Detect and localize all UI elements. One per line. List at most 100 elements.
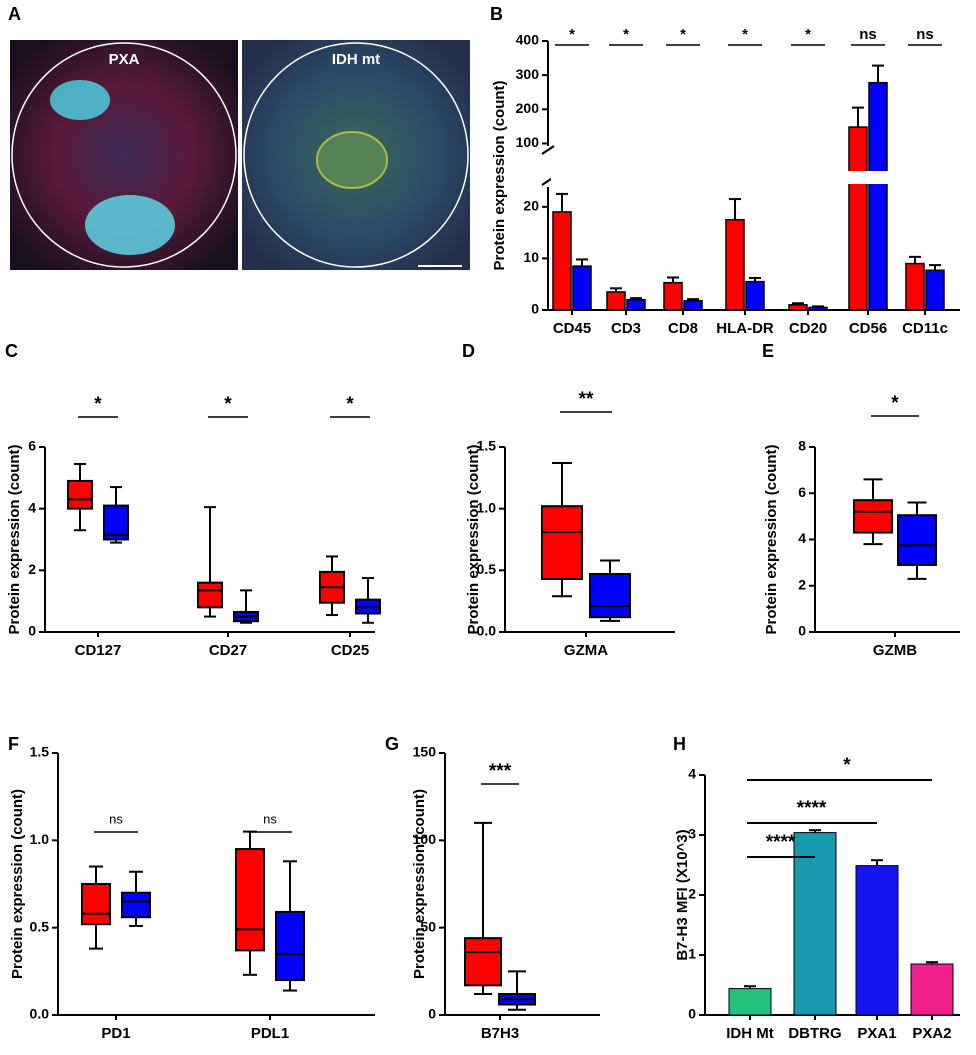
- y-tick-label: 0: [798, 623, 806, 639]
- y-tick-label: 6: [798, 484, 806, 500]
- y-tick-label: 8: [798, 438, 806, 454]
- micrograph-feature: [85, 195, 175, 255]
- y-tick-label: 0.0: [30, 1006, 50, 1022]
- significance: *: [680, 26, 686, 43]
- box: [197, 581, 223, 609]
- y-axis-label: Protein expression (count): [9, 789, 26, 979]
- bar: [848, 126, 868, 311]
- x-tick-label: B7H3: [481, 1025, 519, 1042]
- bar: [793, 832, 837, 1016]
- significance: *: [742, 26, 748, 43]
- significance: ns: [859, 26, 877, 43]
- y-tick-label: 20: [523, 198, 539, 214]
- box: [235, 848, 265, 952]
- x-tick-label: PXA2: [912, 1025, 951, 1042]
- significance: *: [891, 393, 899, 414]
- y-tick-label: 0.0: [477, 623, 497, 639]
- x-tick-label: CD8: [668, 320, 698, 337]
- panel-letter: E: [762, 341, 774, 361]
- x-tick-label: GZMA: [564, 642, 608, 659]
- x-tick-label: CD27: [209, 642, 247, 659]
- y-tick-label: 4: [798, 530, 806, 546]
- y-tick-label: 1.0: [30, 831, 50, 847]
- y-tick-label: 300: [516, 66, 540, 82]
- significance: *: [569, 26, 575, 43]
- y-tick-label: 1.5: [30, 744, 50, 760]
- y-axis-label: Protein expression (count): [491, 80, 508, 270]
- image-panel: A PXA IDH mt: [8, 4, 470, 270]
- y-tick-label: 200: [516, 100, 540, 116]
- panel-letter: C: [5, 341, 18, 361]
- y-axis-label: B7-H3 MFI (X10^3): [674, 829, 691, 960]
- y-tick-label: 4: [28, 499, 36, 515]
- box: [121, 891, 151, 919]
- bar: [855, 865, 899, 1016]
- axis-break-gap: [551, 171, 963, 184]
- bar: [552, 211, 572, 311]
- image-caption: PXA: [109, 51, 140, 68]
- micrograph-feature: [50, 80, 110, 120]
- box: [81, 883, 111, 926]
- x-tick-label: IDH Mt: [726, 1025, 774, 1042]
- significance: ns: [263, 811, 277, 826]
- bar: [728, 988, 772, 1016]
- box: [464, 937, 502, 987]
- y-axis-label: Protein expression (count): [6, 444, 23, 634]
- y-tick-label: 0.5: [30, 918, 50, 934]
- significance: ***: [489, 761, 512, 782]
- x-tick-label: PDL1: [251, 1025, 289, 1042]
- y-tick-label: 2: [28, 561, 36, 577]
- bar: [745, 280, 765, 311]
- x-tick-label: PD1: [101, 1025, 130, 1042]
- axis-break: [541, 145, 555, 155]
- panel-letter: B: [490, 4, 503, 24]
- x-tick-label: CD11c: [902, 320, 948, 337]
- y-tick-label: 50: [420, 918, 436, 934]
- y-tick-label: 0.5: [477, 561, 497, 577]
- significance: ns: [916, 26, 934, 43]
- bar: [572, 265, 592, 311]
- significance: ****: [766, 832, 796, 853]
- y-tick-label: 1: [688, 946, 696, 962]
- x-tick-label: DBTRG: [788, 1025, 841, 1042]
- box: [541, 505, 583, 580]
- bar: [868, 81, 888, 311]
- region-circle: [11, 42, 237, 268]
- box: [897, 514, 937, 566]
- significance: *: [623, 26, 629, 43]
- panel-letter: A: [8, 4, 21, 24]
- box: [67, 479, 93, 510]
- region-circle: [243, 42, 469, 268]
- box: [589, 573, 631, 619]
- panel-letter: F: [8, 734, 19, 754]
- x-tick-label: CD3: [611, 320, 641, 337]
- x-tick-label: CD20: [789, 320, 827, 337]
- bar: [808, 306, 828, 311]
- y-tick-label: 100: [516, 134, 540, 150]
- panel-letter: D: [462, 341, 475, 361]
- bar: [683, 299, 703, 311]
- y-tick-label: 3: [688, 826, 696, 842]
- box: [103, 504, 129, 541]
- box: [853, 499, 893, 534]
- y-tick-label: 2: [688, 886, 696, 902]
- bar: [905, 262, 925, 311]
- significance: *: [94, 394, 102, 415]
- y-tick-label: 10: [523, 249, 539, 265]
- y-tick-label: 0: [688, 1006, 696, 1022]
- bar: [910, 963, 954, 1016]
- significance: **: [579, 389, 594, 410]
- y-tick-label: 1.5: [477, 438, 497, 454]
- y-tick-label: 0: [428, 1006, 436, 1022]
- significance: ns: [109, 811, 123, 826]
- y-tick-label: 0: [531, 301, 539, 317]
- panel-letter: G: [385, 734, 399, 754]
- x-tick-label: GZMB: [873, 642, 917, 659]
- x-tick-label: CD56: [849, 320, 887, 337]
- significance: *: [224, 394, 232, 415]
- bar: [626, 298, 646, 311]
- x-tick-label: CD45: [553, 320, 591, 337]
- y-tick-label: 6: [28, 438, 36, 454]
- y-tick-label: 400: [516, 32, 540, 48]
